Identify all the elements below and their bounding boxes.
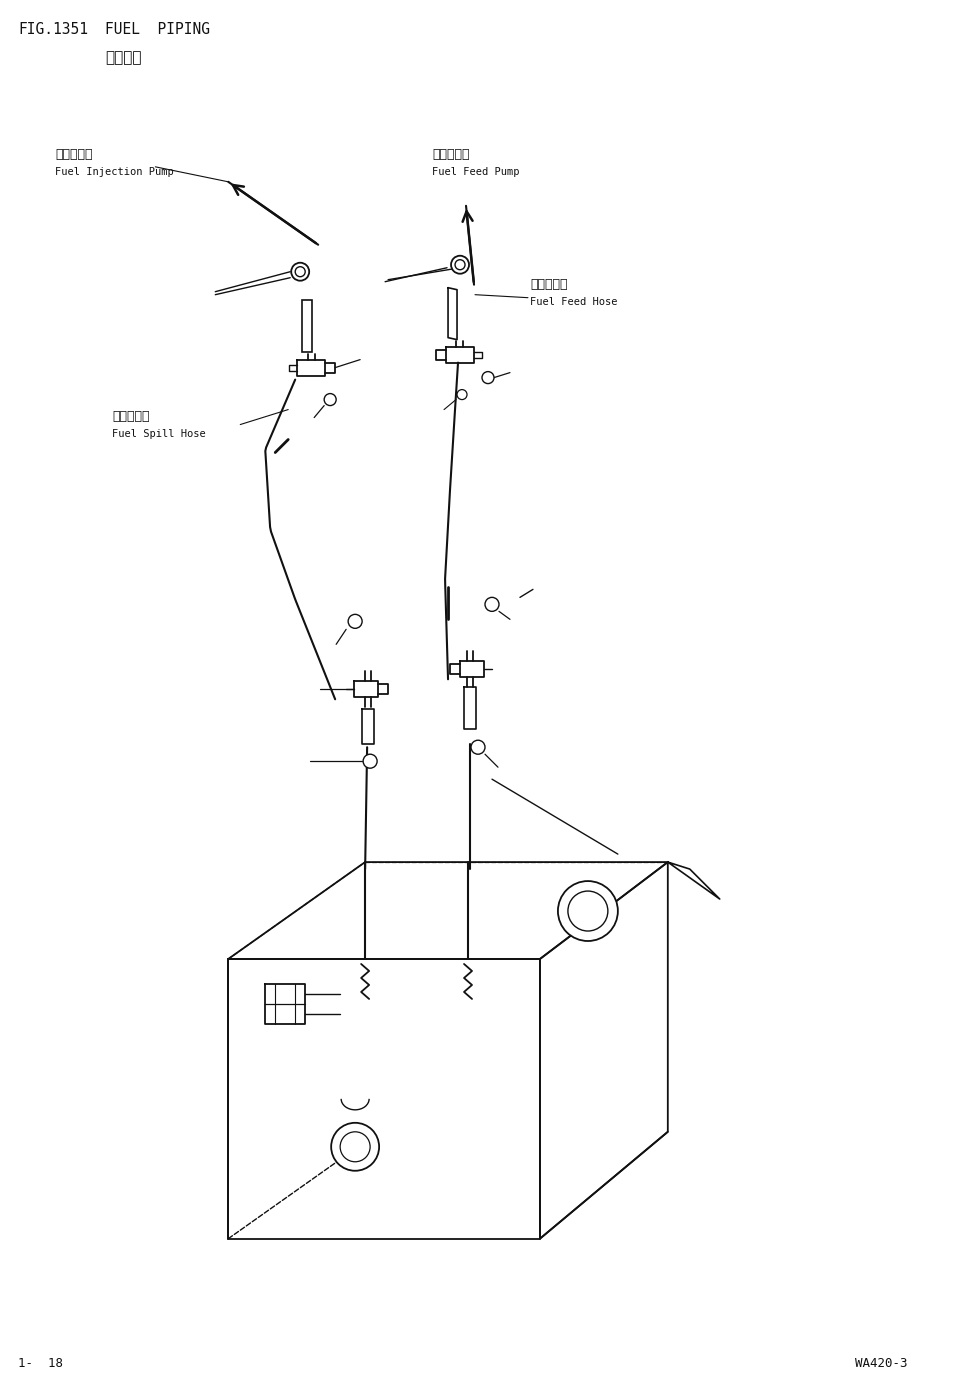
- Text: Fuel Injection Pump: Fuel Injection Pump: [55, 168, 174, 177]
- Circle shape: [558, 881, 618, 941]
- Text: 燃油喷射泵: 燃油喷射泵: [55, 148, 93, 161]
- Circle shape: [485, 597, 499, 611]
- Circle shape: [455, 259, 465, 269]
- Text: 燃油输送管: 燃油输送管: [530, 277, 567, 291]
- Circle shape: [324, 394, 336, 405]
- Circle shape: [340, 1131, 370, 1162]
- Circle shape: [295, 266, 305, 277]
- Circle shape: [457, 390, 467, 400]
- Circle shape: [452, 255, 469, 273]
- Circle shape: [331, 1123, 379, 1171]
- Circle shape: [568, 891, 608, 931]
- Bar: [302, 299, 313, 351]
- Text: FUEL  PIPING: FUEL PIPING: [106, 22, 211, 37]
- Text: Fuel Spill Hose: Fuel Spill Hose: [113, 428, 206, 438]
- Circle shape: [482, 372, 494, 383]
- Text: 燃油管路: 燃油管路: [106, 49, 142, 65]
- Text: WA420-3: WA420-3: [854, 1357, 907, 1369]
- Text: Fuel Feed Hose: Fuel Feed Hose: [530, 297, 618, 306]
- Text: 燃油回油管: 燃油回油管: [113, 409, 150, 423]
- Text: FIG.1351: FIG.1351: [18, 22, 88, 37]
- Circle shape: [291, 262, 309, 280]
- Text: 1-  18: 1- 18: [18, 1357, 63, 1369]
- Circle shape: [363, 754, 377, 768]
- Text: Fuel Feed Pump: Fuel Feed Pump: [432, 168, 519, 177]
- Circle shape: [349, 614, 362, 629]
- Circle shape: [471, 740, 485, 754]
- Text: 燃油输送泵: 燃油输送泵: [432, 148, 470, 161]
